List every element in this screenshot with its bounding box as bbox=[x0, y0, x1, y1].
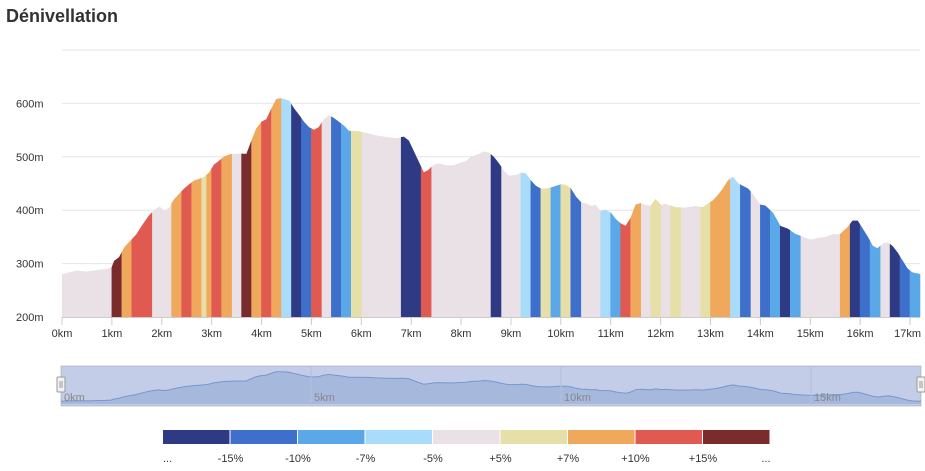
legend-label: +7% bbox=[557, 453, 580, 465]
navigator-series bbox=[60, 371, 922, 404]
navigator-label: 15km bbox=[814, 392, 841, 404]
legend-label: -7% bbox=[356, 453, 376, 465]
legend-labels: ... -15% -10% -7% -5% +5% +7% +10% +15%... bbox=[163, 453, 771, 465]
x-tick-label: 13km bbox=[697, 328, 724, 340]
legend-label: ... bbox=[163, 453, 172, 465]
x-tick-label: 14km bbox=[747, 328, 774, 340]
legend-label: +10% bbox=[621, 453, 650, 465]
x-tick-label: 16km bbox=[847, 328, 874, 340]
legend-swatch bbox=[365, 430, 432, 444]
legend-swatches bbox=[163, 430, 770, 444]
legend-label: -15% bbox=[218, 453, 244, 465]
x-tick-label: 9km bbox=[501, 328, 522, 340]
x-tick-label: 1km bbox=[101, 328, 122, 340]
range-navigator[interactable]: 0km 5km 10km 15km bbox=[0, 0, 925, 420]
x-tick-label: 5km bbox=[301, 328, 322, 340]
x-tick-label: 11km bbox=[598, 328, 624, 340]
legend-swatch bbox=[433, 430, 500, 444]
legend-swatch bbox=[230, 430, 297, 444]
navigator-handle-right[interactable] bbox=[916, 376, 925, 393]
x-tick-label: 0km bbox=[52, 328, 73, 340]
legend-label: +5% bbox=[489, 453, 512, 465]
legend-swatch bbox=[635, 430, 702, 444]
y-tick-label: 600m bbox=[16, 98, 44, 110]
x-tick-label: 3km bbox=[201, 328, 222, 340]
y-tick-label: 300m bbox=[16, 259, 44, 271]
navigator-axis: 0km 5km 10km 15km bbox=[64, 366, 841, 406]
navigator-handle-left[interactable] bbox=[56, 376, 66, 393]
navigator-line bbox=[60, 371, 922, 402]
legend-swatch bbox=[703, 430, 770, 444]
x-tick-label: 8km bbox=[451, 328, 472, 340]
chart-title: Dénivellation bbox=[6, 6, 119, 26]
y-tick-label: 500m bbox=[16, 152, 44, 164]
y-axis: 200m 300m 400m 500m 600m bbox=[16, 98, 44, 324]
navigator-label: 0km bbox=[64, 392, 85, 404]
navigator-area bbox=[61, 371, 921, 404]
navigator-selection[interactable] bbox=[61, 366, 921, 406]
y-tick-label: 200m bbox=[16, 312, 44, 324]
gradient-segments bbox=[111, 98, 921, 318]
gradient-segment[interactable] bbox=[131, 212, 153, 318]
legend-swatch bbox=[568, 430, 635, 444]
navigator-label: 5km bbox=[314, 392, 335, 404]
legend-label: -5% bbox=[423, 453, 443, 465]
navigator-label: 10km bbox=[564, 392, 591, 404]
legend-swatch bbox=[500, 430, 567, 444]
x-axis: 0km 1km 2km 3km 4km 5km 6km 7km 8km 9km 10km 11km 12… bbox=[52, 317, 921, 340]
y-tick-label: 400m bbox=[16, 205, 44, 217]
x-tick-label: 4km bbox=[251, 328, 272, 340]
x-tick-label: 17km bbox=[894, 328, 921, 340]
legend-label: +15% bbox=[689, 453, 718, 465]
elevation-chart: 200m 300m 400m 500m 600m 0km 1km 2km 3km 4km 5km 6… bbox=[16, 49, 921, 340]
x-tick-label: 15km bbox=[797, 328, 824, 340]
x-tick-label: 12km bbox=[647, 328, 674, 340]
x-tick-label: 10km bbox=[547, 328, 574, 340]
x-tick-label: 7km bbox=[401, 328, 422, 340]
legend-label: ... bbox=[761, 453, 770, 465]
legend-label: -10% bbox=[285, 453, 311, 465]
x-tick-label: 6km bbox=[351, 328, 372, 340]
legend-swatch bbox=[163, 430, 230, 444]
x-tick-label: 2km bbox=[151, 328, 172, 340]
legend-swatch bbox=[298, 430, 365, 444]
